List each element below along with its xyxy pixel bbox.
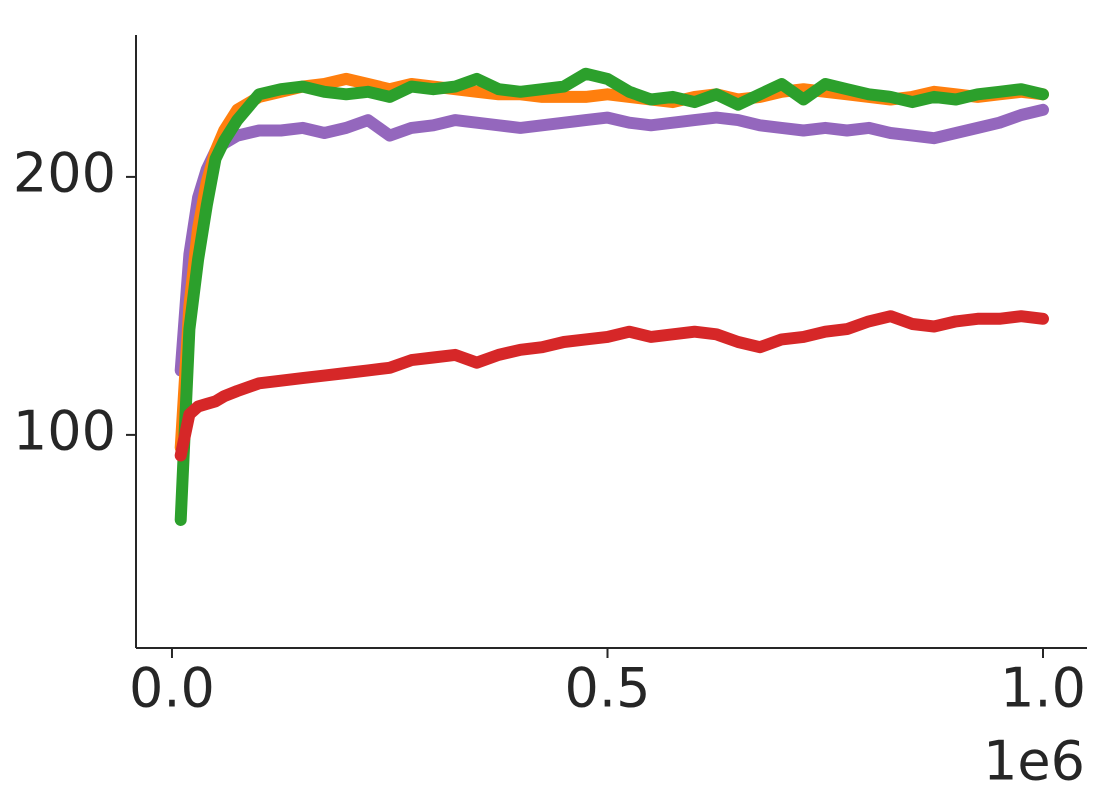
x-tick-label: 1.0 — [1000, 657, 1086, 720]
series-line — [174, 67, 1049, 526]
series-line — [174, 103, 1049, 377]
x-tick-label: 0.5 — [565, 657, 651, 720]
series-line — [174, 310, 1049, 462]
x-offset-label: 1e6 — [983, 730, 1085, 793]
y-tick-label: 100 — [13, 400, 116, 463]
x-tick-label: 0.0 — [129, 657, 215, 720]
y-tick-label: 200 — [13, 142, 116, 205]
